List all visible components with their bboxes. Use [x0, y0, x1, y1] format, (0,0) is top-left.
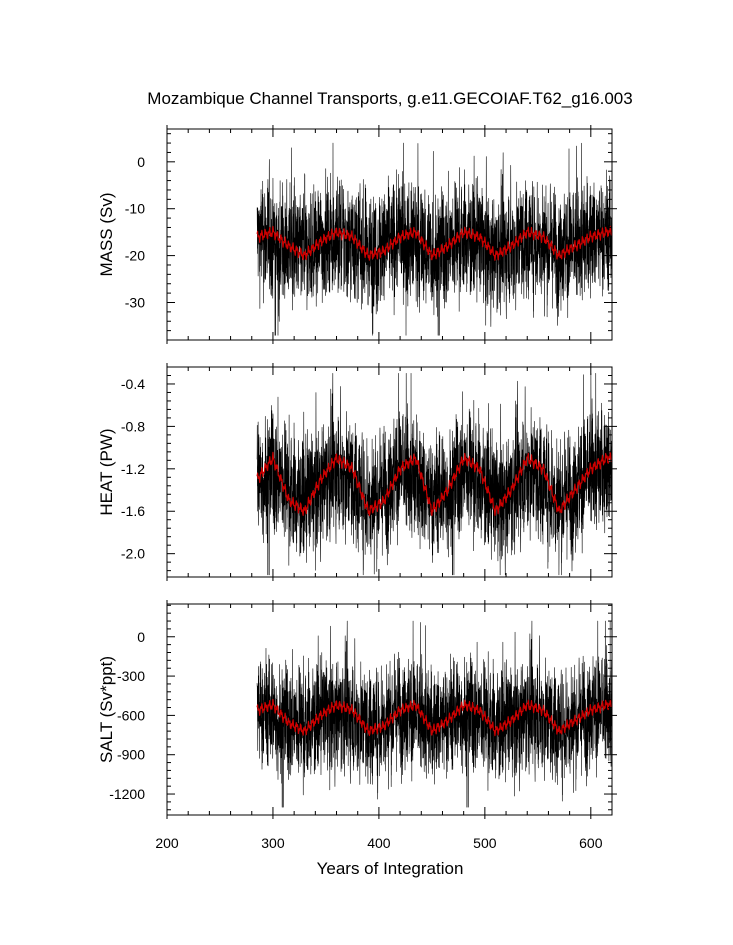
- salt-plot-frame: [166, 603, 613, 816]
- x-axis-label: Years of Integration: [317, 859, 464, 878]
- panel-salt: 0 -300 -600 -900 -1200 SALT (Sv*ppt) 200 300 400…: [97, 600, 617, 851]
- salt-ytick-label: -1200: [109, 786, 145, 802]
- panel-mass: 0 -10 -20 -30 MASS (Sv): [97, 125, 617, 344]
- chart-title: Mozambique Channel Transports, g.e11.GEC…: [147, 89, 632, 108]
- salt-ytick-label: -300: [117, 668, 145, 684]
- salt-xtick-label: 300: [261, 835, 285, 851]
- salt-ytick-label: -900: [117, 747, 145, 763]
- salt-data: [256, 620, 612, 808]
- heat-y-axis-label: HEAT (PW): [97, 428, 116, 515]
- heat-data: [256, 373, 612, 576]
- mass-smoothed-series-line: [256, 225, 612, 261]
- panel-heat: -0.4 -0.8 -1.2 -1.6 -2.0 HEAT (PW): [97, 363, 617, 581]
- salt-smoothed-series-line: [256, 698, 612, 737]
- heat-ytick-label: -0.8: [121, 418, 145, 434]
- salt-y-axis-label: SALT (Sv*ppt): [97, 656, 116, 763]
- mass-ytick-label: 0: [137, 154, 145, 170]
- heat-ytick-label: -1.6: [121, 503, 145, 519]
- salt-xtick-label: 500: [473, 835, 497, 851]
- heat-plot-frame: [166, 366, 613, 578]
- mass-ytick-label: -10: [125, 201, 145, 217]
- heat-ytick-label: -2.0: [121, 546, 145, 562]
- mass-ytick-label: -20: [125, 248, 145, 264]
- salt-ytick-label: -600: [117, 707, 145, 723]
- mass-data: [256, 142, 612, 336]
- salt-xtick-label: 400: [367, 835, 391, 851]
- salt-xtick-label: 600: [579, 835, 603, 851]
- mass-y-axis-label: MASS (Sv): [97, 192, 116, 276]
- mass-plot-frame: [166, 128, 613, 341]
- salt-ytick-label: 0: [137, 629, 145, 645]
- salt-xtick-label: 200: [155, 835, 179, 851]
- salt-raw-series-line: [256, 620, 612, 808]
- mass-ytick-label: -30: [125, 294, 145, 310]
- heat-smoothed-series-line: [256, 451, 612, 517]
- heat-ytick-label: -1.2: [121, 461, 145, 477]
- heat-ytick-label: -0.4: [121, 376, 145, 392]
